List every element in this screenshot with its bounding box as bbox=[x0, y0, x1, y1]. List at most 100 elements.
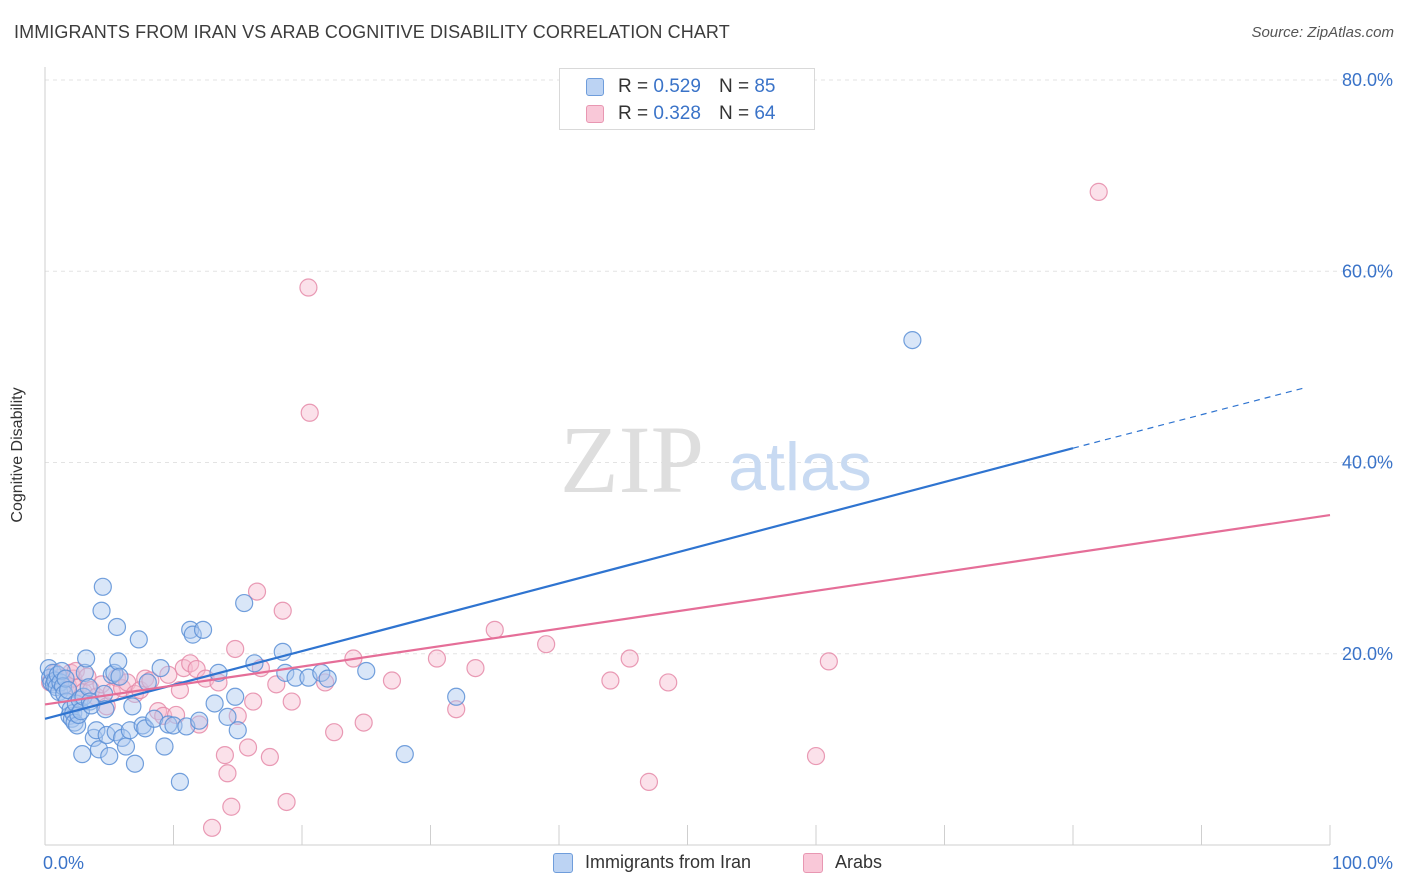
axes bbox=[44, 67, 1331, 846]
data-point-iran bbox=[107, 617, 127, 637]
data-point-iran bbox=[151, 658, 170, 678]
data-point-iran bbox=[110, 667, 129, 686]
data-point-iran bbox=[155, 737, 174, 756]
legend-r-value: 0.328 bbox=[653, 103, 701, 124]
x-tick-label: 0.0% bbox=[43, 853, 84, 873]
data-point-arabs bbox=[447, 700, 466, 719]
data-point-iran bbox=[93, 577, 112, 596]
legend-item-iran[interactable]: Immigrants from Iran bbox=[553, 852, 751, 873]
trend-lines bbox=[44, 387, 1331, 720]
legend-row-arabs: R = 0.328 N = 64 bbox=[586, 101, 775, 127]
trendline-arabs bbox=[44, 514, 1331, 706]
watermark-atlas: atlas bbox=[728, 429, 872, 505]
series-iran-points bbox=[39, 331, 922, 791]
tick-labels: 20.0% 40.0% 60.0% 80.0% 0.0% 100.0% bbox=[43, 70, 1393, 873]
data-point-arabs bbox=[299, 278, 318, 297]
data-point-arabs bbox=[325, 723, 344, 742]
data-point-iran bbox=[183, 625, 202, 644]
data-point-iran bbox=[286, 668, 305, 687]
data-point-iran bbox=[181, 620, 200, 639]
data-point-arabs bbox=[218, 764, 237, 783]
data-point-iran bbox=[164, 716, 183, 735]
data-point-iran bbox=[116, 737, 136, 756]
data-point-iran bbox=[357, 661, 376, 681]
legend-swatch-arabs bbox=[586, 105, 604, 123]
data-point-iran bbox=[205, 694, 224, 713]
data-point-iran bbox=[89, 740, 109, 759]
data-point-iran bbox=[109, 652, 128, 671]
data-point-iran bbox=[123, 697, 142, 716]
correlation-legend: R = 0.529 N = 85 R = 0.328 N = 64 bbox=[559, 68, 815, 130]
watermark-zip: ZIP bbox=[560, 406, 704, 513]
data-point-arabs bbox=[226, 639, 245, 659]
y-tick-label: 60.0% bbox=[1342, 261, 1393, 281]
chart-title: IMMIGRANTS FROM IRAN VS ARAB COGNITIVE D… bbox=[14, 22, 730, 42]
legend-n-value: 85 bbox=[754, 76, 776, 97]
legend-row-iran: R = 0.529 N = 85 bbox=[586, 74, 775, 100]
data-point-arabs bbox=[427, 649, 447, 668]
data-point-arabs bbox=[819, 652, 838, 671]
data-point-iran bbox=[92, 601, 111, 620]
legend-swatch-iran bbox=[553, 852, 573, 873]
data-point-arabs bbox=[166, 705, 186, 725]
legend-r-value: 0.529 bbox=[653, 76, 701, 97]
data-point-iran bbox=[226, 687, 245, 706]
data-point-arabs bbox=[300, 403, 319, 422]
data-point-arabs bbox=[273, 601, 292, 620]
data-point-arabs bbox=[215, 746, 234, 765]
data-point-arabs bbox=[244, 692, 263, 711]
data-point-arabs bbox=[466, 658, 485, 678]
data-point-iran bbox=[903, 331, 922, 350]
source-label: Source: ZipAtlas.com bbox=[1251, 24, 1394, 41]
x-tick-label: 100.0% bbox=[1332, 853, 1393, 873]
data-point-arabs bbox=[382, 671, 402, 690]
legend-n-label: N = bbox=[718, 76, 750, 97]
legend-n-label: N = bbox=[718, 103, 750, 124]
y-tick-label: 40.0% bbox=[1342, 453, 1393, 473]
legend-label-arabs: Arabs bbox=[835, 852, 883, 872]
trendline-iran-extension bbox=[1072, 387, 1305, 449]
legend-swatch-arabs bbox=[803, 852, 823, 873]
data-point-iran bbox=[79, 678, 98, 697]
legend-r-label: R = bbox=[618, 103, 649, 124]
data-point-iran bbox=[218, 707, 237, 726]
legend-item-arabs[interactable]: Arabs bbox=[803, 852, 882, 873]
data-point-arabs bbox=[601, 671, 620, 690]
legend-n-value: 64 bbox=[754, 103, 776, 124]
data-point-iran bbox=[73, 745, 92, 764]
data-point-iran bbox=[129, 630, 148, 649]
data-point-arabs bbox=[202, 818, 222, 837]
data-point-iran bbox=[56, 669, 75, 688]
watermark: ZIP atlas bbox=[560, 406, 872, 513]
data-point-arabs bbox=[260, 747, 279, 767]
data-point-iran bbox=[395, 745, 414, 764]
data-point-arabs bbox=[247, 582, 267, 601]
data-point-arabs bbox=[537, 635, 556, 654]
data-point-arabs bbox=[639, 772, 659, 791]
data-point-arabs bbox=[354, 713, 373, 732]
data-point-iran bbox=[100, 746, 119, 766]
data-point-iran bbox=[125, 754, 145, 773]
data-point-iran bbox=[159, 715, 178, 734]
trendline-iran bbox=[44, 447, 1074, 720]
data-point-arabs bbox=[1089, 182, 1108, 201]
data-point-arabs bbox=[806, 746, 826, 766]
data-point-arabs bbox=[485, 620, 504, 639]
data-point-arabs bbox=[238, 738, 258, 757]
data-point-iran bbox=[318, 669, 337, 688]
data-point-arabs bbox=[659, 673, 678, 692]
data-point-iran bbox=[190, 711, 209, 730]
data-point-iran bbox=[193, 620, 213, 639]
data-point-arabs bbox=[620, 649, 639, 668]
legend-r-label: R = bbox=[618, 76, 649, 97]
series-legend: Immigrants from Iran Arabs bbox=[0, 852, 1406, 878]
data-point-iran bbox=[170, 772, 190, 791]
data-point-iran bbox=[112, 728, 132, 748]
grid-layer bbox=[45, 79, 1392, 655]
y-tick-label: 80.0% bbox=[1342, 70, 1393, 90]
data-point-iran bbox=[447, 687, 466, 706]
data-point-iran bbox=[133, 716, 152, 735]
data-point-iran bbox=[75, 663, 94, 682]
legend-label-iran: Immigrants from Iran bbox=[585, 852, 752, 872]
